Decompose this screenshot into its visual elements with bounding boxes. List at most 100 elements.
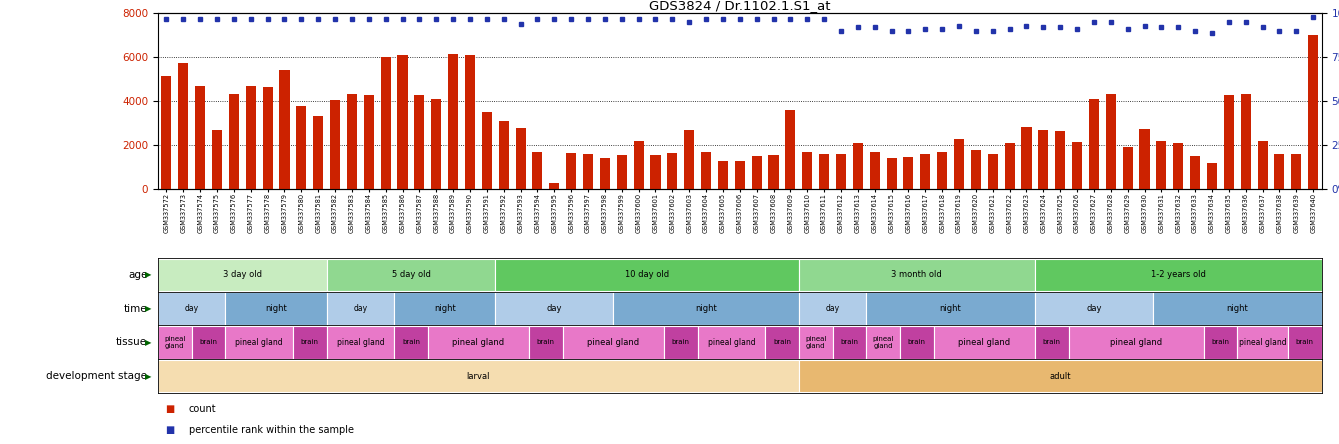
Bar — [293, 326, 327, 358]
Bar — [529, 326, 562, 358]
Bar — [651, 155, 660, 189]
Bar — [1153, 293, 1322, 325]
Bar — [866, 293, 1035, 325]
Text: night: night — [695, 304, 716, 313]
Bar — [313, 115, 323, 189]
Text: brain: brain — [773, 339, 791, 345]
Bar — [698, 326, 765, 358]
Text: 3 month old: 3 month old — [892, 270, 943, 279]
Text: brain: brain — [908, 339, 925, 345]
Text: development stage: development stage — [47, 371, 147, 381]
Text: night: night — [434, 304, 455, 313]
Bar — [225, 293, 327, 325]
Bar — [751, 156, 762, 189]
Text: brain: brain — [1043, 339, 1060, 345]
Text: day: day — [546, 304, 562, 313]
Bar — [549, 182, 560, 189]
Text: larval: larval — [467, 372, 490, 381]
Bar — [1035, 326, 1069, 358]
Bar — [1190, 156, 1200, 189]
Bar — [380, 57, 391, 189]
Bar — [613, 293, 799, 325]
Bar — [1257, 141, 1268, 189]
Bar — [1089, 99, 1099, 189]
Bar — [702, 152, 711, 189]
Bar — [1022, 127, 1031, 189]
Text: count: count — [189, 404, 217, 414]
Text: percentile rank within the sample: percentile rank within the sample — [189, 425, 353, 435]
Bar — [465, 55, 475, 189]
Bar — [449, 54, 458, 189]
Bar — [158, 293, 225, 325]
Bar — [347, 94, 358, 189]
Bar — [600, 159, 611, 189]
Bar — [953, 139, 964, 189]
Bar — [971, 150, 981, 189]
Bar — [394, 293, 495, 325]
Bar — [799, 259, 1035, 291]
Bar — [1288, 326, 1322, 358]
Text: day: day — [353, 304, 367, 313]
Bar — [933, 326, 1035, 358]
Bar — [786, 110, 795, 189]
Text: pineal gland: pineal gland — [1239, 338, 1287, 347]
Bar — [769, 155, 778, 189]
Bar — [735, 161, 744, 189]
Bar — [1308, 36, 1318, 189]
Bar — [498, 121, 509, 189]
Bar — [191, 326, 225, 358]
Bar — [533, 152, 542, 189]
Bar — [516, 127, 526, 189]
Text: 5 day old: 5 day old — [391, 270, 430, 279]
Bar — [684, 130, 694, 189]
Bar — [1035, 293, 1153, 325]
Bar — [1069, 326, 1204, 358]
Bar — [799, 326, 833, 358]
Bar — [866, 326, 900, 358]
Bar — [617, 155, 627, 189]
Bar — [1157, 141, 1166, 189]
Bar — [329, 100, 340, 189]
Bar — [1122, 147, 1133, 189]
Bar — [495, 293, 613, 325]
Bar — [262, 87, 273, 189]
Text: pineal gland: pineal gland — [588, 338, 640, 347]
Text: 3 day old: 3 day old — [222, 270, 262, 279]
Bar — [1173, 143, 1184, 189]
Bar — [158, 360, 799, 392]
Bar — [327, 259, 495, 291]
Text: ▶: ▶ — [145, 270, 151, 279]
Text: brain: brain — [841, 339, 858, 345]
Bar — [799, 360, 1322, 392]
Text: ■: ■ — [165, 425, 174, 435]
Text: 10 day old: 10 day old — [625, 270, 670, 279]
Text: brain: brain — [1296, 339, 1314, 345]
Bar — [428, 326, 529, 358]
Text: age: age — [129, 270, 147, 280]
Text: pineal gland: pineal gland — [707, 338, 755, 347]
Bar — [937, 152, 947, 189]
Bar — [582, 154, 593, 189]
Bar — [1073, 142, 1082, 189]
Text: brain: brain — [672, 339, 690, 345]
Text: brain: brain — [1212, 339, 1229, 345]
Bar — [1139, 129, 1150, 189]
Bar — [212, 130, 222, 189]
Bar — [633, 141, 644, 189]
Bar — [482, 112, 491, 189]
Text: night: night — [265, 304, 287, 313]
Bar — [225, 326, 293, 358]
Bar — [802, 152, 813, 189]
Text: brain: brain — [537, 339, 554, 345]
Text: pineal
gland: pineal gland — [805, 336, 826, 349]
Bar — [1055, 131, 1066, 189]
Bar — [495, 259, 799, 291]
Text: time: time — [123, 304, 147, 313]
Text: pineal gland: pineal gland — [236, 338, 283, 347]
Text: brain: brain — [402, 339, 420, 345]
Text: brain: brain — [301, 339, 319, 345]
Bar — [1204, 326, 1237, 358]
Bar — [1275, 154, 1284, 189]
Bar — [904, 157, 913, 189]
Bar — [566, 153, 576, 189]
